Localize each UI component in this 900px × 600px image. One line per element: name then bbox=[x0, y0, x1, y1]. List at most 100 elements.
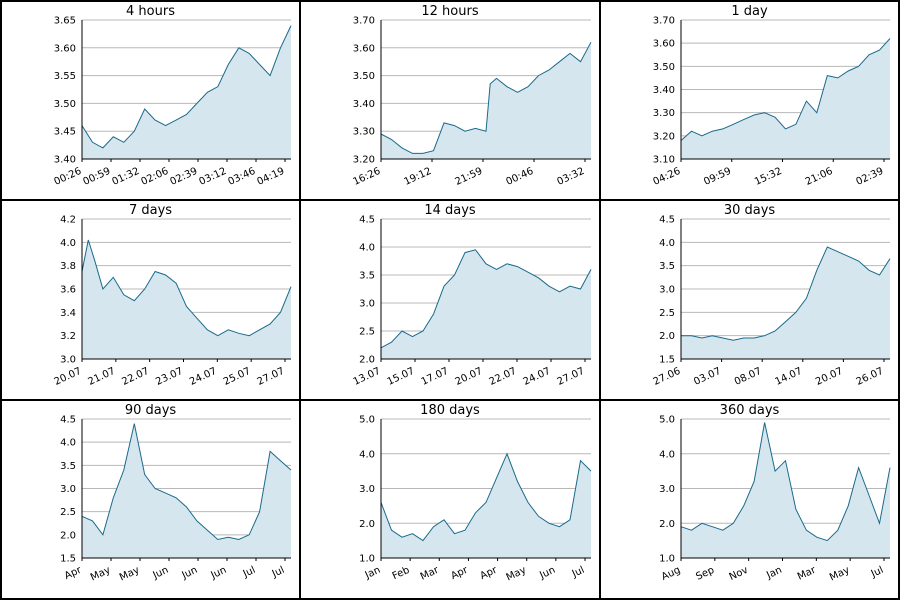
x-tick-label: Mar bbox=[419, 564, 442, 582]
series-area bbox=[381, 249, 591, 359]
series-line bbox=[81, 25, 292, 149]
series-area bbox=[82, 423, 291, 558]
chart-title: 30 days bbox=[723, 203, 776, 218]
x-tick-label: Apr bbox=[449, 564, 470, 582]
chart-panel-90-days: 90 days 1.5 2.0 2.5 3.0 3.5 4.0 4.5 Apr May May Ju… bbox=[0, 399, 301, 600]
x-tick-label: 02:39 bbox=[854, 166, 885, 188]
y-tick-label: 3.6 bbox=[60, 285, 76, 296]
y-tick-label: 3.40 bbox=[353, 99, 375, 110]
y-tick-label: 3.50 bbox=[653, 62, 675, 73]
y-tick-label: 3.65 bbox=[54, 16, 76, 27]
chart-panel-7-days: 7 days 3.0 3.2 3.4 3.6 3.8 4.0 4.2 20.07 21.07 22… bbox=[0, 199, 301, 401]
y-tick-label: 3.70 bbox=[353, 16, 375, 27]
chart-panel-4-hours: 4 hours 3.40 3.45 3.50 3.55 3.60 3.65 00:26 00:… bbox=[0, 0, 301, 201]
x-tick-label: May bbox=[828, 565, 851, 584]
y-tick-label: 3.2 bbox=[60, 331, 76, 342]
y-tick-label: 3.8 bbox=[60, 261, 76, 272]
chart-plot: 3.403.453.503.553.603.6500:2600:5901:320… bbox=[52, 16, 292, 188]
x-tick-label: 01:32 bbox=[110, 166, 141, 188]
y-tick-label: 2.0 bbox=[60, 530, 76, 541]
x-tick-label: 15:32 bbox=[753, 166, 784, 188]
series-area bbox=[681, 247, 890, 359]
y-tick-label: 3.30 bbox=[353, 127, 375, 138]
y-tick-label: 3.20 bbox=[353, 155, 375, 166]
y-tick-label: 2.0 bbox=[659, 331, 675, 342]
chart-title: 1 day bbox=[731, 4, 768, 19]
y-tick-label: 3.0 bbox=[60, 484, 76, 495]
y-tick-label: 4.5 bbox=[359, 215, 375, 226]
y-tick-label: 3.40 bbox=[653, 85, 675, 96]
chart-title: 14 days bbox=[424, 203, 476, 218]
x-tick-label: 22.07 bbox=[488, 366, 519, 388]
chart-panel-180-days: 180 days 1.0 2.0 3.0 4.0 5.0 Jan Feb Mar Apr Apr M… bbox=[299, 399, 601, 600]
y-tick-label: 3.70 bbox=[653, 16, 675, 27]
series-line bbox=[681, 246, 891, 341]
x-tick-label: 21.07 bbox=[86, 366, 117, 388]
x-tick-label: Jul bbox=[570, 565, 587, 580]
y-tick-label: 1.5 bbox=[659, 355, 675, 366]
chart-plot: 3.10 3.20 3.30 3.40 3.50 3.60 3.70 04:26 09:59 15… bbox=[651, 16, 891, 188]
y-tick-label: 4.0 bbox=[659, 449, 675, 460]
series-line bbox=[680, 422, 891, 542]
series-area bbox=[681, 422, 890, 558]
x-tick-label: 27.07 bbox=[256, 366, 287, 388]
x-tick-label: 02:39 bbox=[168, 166, 199, 188]
chart-plot: 2.0 2.5 3.0 3.5 4.0 4.5 13.07 15.07 17.07 20.07 22… bbox=[352, 215, 592, 388]
y-tick-label: 3.10 bbox=[653, 155, 675, 166]
series-area bbox=[82, 240, 291, 359]
y-tick-label: 1.0 bbox=[659, 554, 675, 565]
chart-title: 360 days bbox=[719, 403, 780, 418]
x-tick-label: 15.07 bbox=[386, 366, 417, 388]
chart-plot: 1.0 2.0 3.0 4.0 5.0 Jan Feb Mar Apr Apr May Jun Jul bbox=[359, 415, 592, 584]
x-tick-label: 16:26 bbox=[351, 166, 382, 188]
chart-title: 7 days bbox=[128, 203, 173, 218]
x-tick-label: Apr bbox=[479, 564, 500, 582]
x-tick-label: Jun bbox=[151, 565, 171, 582]
chart-title: 12 hours bbox=[421, 4, 479, 19]
y-tick-label: 3.50 bbox=[54, 99, 76, 110]
y-tick-label: 2.0 bbox=[659, 519, 675, 530]
chart-title: 4 hours bbox=[126, 4, 175, 19]
x-tick-label: 19:12 bbox=[402, 166, 433, 188]
chart-panel-1-day: 1 day 3.10 3.20 3.30 3.40 3.50 3.60 3.70 04:26 0… bbox=[599, 0, 900, 201]
y-tick-label: 3.4 bbox=[60, 308, 76, 319]
y-tick-label: 4.0 bbox=[359, 243, 375, 254]
x-tick-label: Nov bbox=[728, 565, 750, 583]
y-tick-label: 2.5 bbox=[659, 308, 675, 319]
x-tick-label: 04:26 bbox=[651, 166, 682, 188]
x-tick-label: Jun bbox=[209, 565, 229, 582]
y-tick-label: 2.5 bbox=[359, 327, 375, 338]
x-tick-label: 09:59 bbox=[702, 166, 733, 188]
series-line bbox=[81, 423, 292, 541]
series-line bbox=[81, 239, 292, 337]
y-tick-label: 4.0 bbox=[60, 238, 76, 249]
x-tick-label: 08.07 bbox=[733, 366, 764, 388]
x-tick-label: 20.07 bbox=[454, 366, 485, 388]
series-area bbox=[681, 38, 890, 159]
x-tick-label: 03.07 bbox=[692, 366, 723, 388]
series-line bbox=[380, 452, 592, 542]
x-tick-label: 13.07 bbox=[352, 366, 383, 388]
y-tick-label: 3.0 bbox=[359, 299, 375, 310]
x-tick-label: 26.07 bbox=[855, 366, 886, 388]
x-tick-label: Sep bbox=[694, 565, 716, 583]
x-tick-label: May bbox=[118, 565, 141, 584]
y-tick-label: 2.0 bbox=[359, 519, 375, 530]
chart-panel-360-days: 360 days 1.0 2.0 3.0 4.0 5.0 Aug Sep Nov Jan Mar M… bbox=[599, 399, 900, 600]
y-tick-label: 3.60 bbox=[353, 43, 375, 54]
chart-plot: 3.0 3.2 3.4 3.6 3.8 4.0 4.2 20.07 21.07 22.07 23.0… bbox=[53, 215, 292, 388]
x-tick-label: Aug bbox=[660, 565, 682, 583]
chart-panel-12-hours: 12 hours 3.20 3.30 3.40 3.50 3.60 3.70 16:26 19… bbox=[299, 0, 601, 201]
y-tick-label: 3.60 bbox=[653, 39, 675, 50]
chart-plot: 3.20 3.30 3.40 3.50 3.60 3.70 16:26 19:12 21:59 0… bbox=[351, 16, 592, 188]
x-tick-label: 00:46 bbox=[504, 166, 535, 188]
y-tick-label: 3.5 bbox=[60, 461, 76, 472]
y-tick-label: 4.5 bbox=[659, 215, 675, 226]
y-tick-label: 3.0 bbox=[659, 285, 675, 296]
chart-panel-30-days: 30 days 1.5 2.0 2.5 3.0 3.5 4.0 4.5 27.06 03.07 0… bbox=[599, 199, 900, 401]
x-tick-label: Jan bbox=[764, 565, 784, 582]
y-tick-label: 3.45 bbox=[54, 127, 76, 138]
x-tick-label: 03:32 bbox=[555, 166, 586, 188]
y-tick-label: 3.30 bbox=[653, 108, 675, 119]
x-tick-label: May bbox=[505, 565, 528, 584]
